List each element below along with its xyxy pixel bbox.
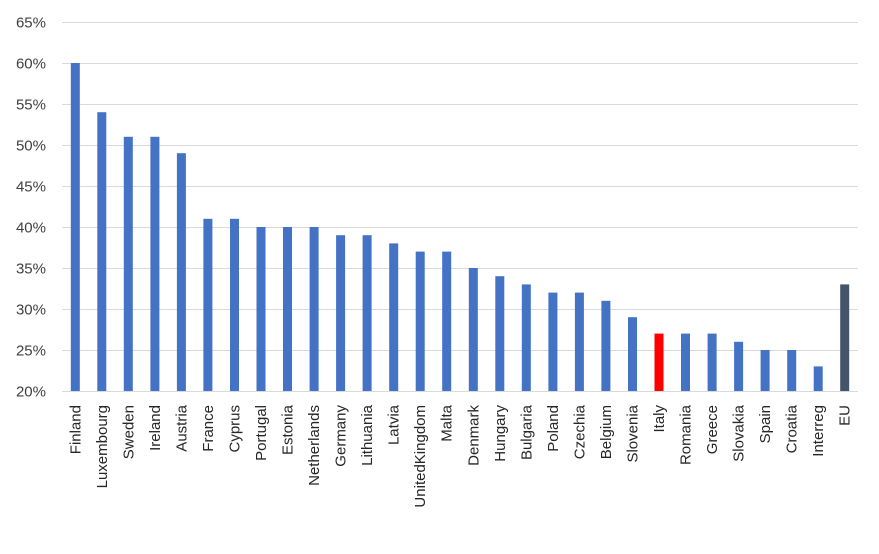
x-tick-label: France [200, 405, 217, 452]
bar-ireland [150, 136, 160, 391]
y-tick-label: 25% [16, 343, 46, 360]
x-tick-label: Hungary [492, 405, 509, 462]
x-tick-label: Estonia [280, 404, 297, 455]
y-axis: 20% 25% 30% 35% 40% 45% 50% 55% 60% 65% [16, 15, 46, 401]
x-tick-label: Italy [651, 405, 668, 433]
y-tick-label: 65% [16, 15, 46, 32]
x-tick-label: Latvia [386, 404, 403, 445]
bar-bulgaria [521, 284, 531, 391]
x-tick-label: Luxembourg [94, 405, 111, 488]
gridlines [62, 22, 858, 392]
x-tick-label: Cyprus [227, 405, 244, 453]
bar-estonia [283, 227, 292, 391]
x-tick-label: Spain [757, 405, 774, 443]
bar-italy [654, 333, 664, 391]
bar-latvia [389, 243, 399, 391]
bar-austria [176, 153, 186, 391]
y-tick-label: 35% [16, 261, 46, 278]
x-tick-label: Netherlands [306, 405, 323, 486]
bar-finland [70, 63, 80, 391]
bar-germany [336, 235, 346, 391]
bar-france [203, 218, 213, 391]
bar-belgium [601, 300, 611, 391]
bar-portugal [256, 227, 266, 391]
y-tick-label: 40% [16, 220, 46, 237]
x-tick-label: Finland [67, 405, 84, 454]
bar-sweden [123, 136, 133, 391]
y-tick-label: 45% [16, 179, 46, 196]
bar-unitedkingdom [415, 251, 425, 391]
y-tick-label: 50% [16, 138, 46, 155]
x-tick-label: Germany [333, 405, 350, 467]
x-tick-label: Bulgaria [518, 404, 535, 460]
x-tick-label: Ireland [147, 405, 164, 451]
bar-slovakia [734, 341, 744, 391]
y-tick-label: 55% [16, 97, 46, 114]
x-tick-label: Greece [704, 405, 721, 454]
x-tick-label: Interreg [810, 405, 827, 457]
y-tick-label: 60% [16, 56, 46, 73]
bar-czechia [574, 292, 584, 391]
bars [70, 63, 850, 391]
bar-hungary [495, 276, 505, 391]
bar-interreg [813, 366, 823, 391]
x-tick-label: Portugal [253, 405, 270, 461]
y-tick-label: 20% [16, 384, 46, 401]
y-tick-label: 30% [16, 302, 46, 319]
x-tick-label: EU [837, 405, 854, 426]
x-tick-label: Sweden [120, 405, 137, 459]
bar-slovenia [628, 317, 637, 391]
bar-croatia [787, 350, 797, 391]
bar-lithuania [362, 235, 372, 391]
bar-eu [840, 284, 850, 391]
x-tick-label: Malta [439, 404, 456, 441]
x-tick-label: Belgium [598, 405, 615, 459]
bar-spain [760, 350, 770, 391]
bar-malta [442, 251, 452, 391]
x-tick-label: Czechia [571, 404, 588, 459]
bar-poland [548, 292, 558, 391]
x-tick-label: Lithuania [359, 404, 376, 466]
bar-netherlands [309, 227, 319, 391]
x-tick-label: Denmark [465, 405, 482, 466]
x-tick-label: Slovakia [731, 404, 748, 461]
bar-greece [707, 333, 717, 391]
x-tick-label: Poland [545, 405, 562, 452]
x-tick-label: UnitedKingdom [412, 405, 429, 508]
x-tick-label: Croatia [784, 404, 801, 453]
bar-denmark [468, 268, 478, 391]
bar-romania [681, 333, 690, 391]
x-tick-label: Austria [173, 404, 190, 451]
bar-cyprus [230, 218, 239, 391]
x-tick-label: Slovenia [625, 404, 642, 462]
bar-luxembourg [97, 112, 107, 391]
x-axis: Finland Luxembourg Sweden Ireland Austria Fra… [67, 404, 853, 507]
x-tick-label: Romania [678, 404, 695, 465]
